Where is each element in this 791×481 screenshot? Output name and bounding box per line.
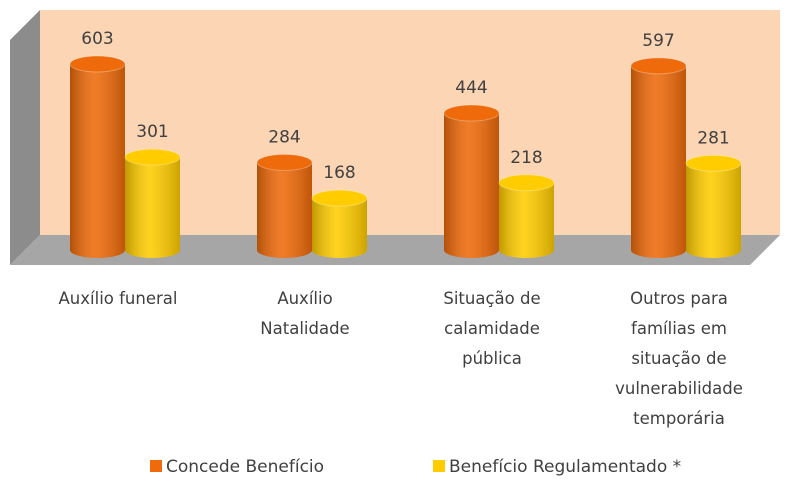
bar-shade — [686, 163, 741, 258]
value-label: 168 — [323, 163, 355, 183]
floor — [10, 235, 780, 265]
bar-top — [124, 148, 181, 166]
bar-top — [256, 153, 313, 171]
bar-top — [498, 174, 555, 192]
x-tick-label: Auxílio funeral — [58, 289, 178, 308]
bar-shade — [312, 198, 367, 258]
value-label: 284 — [268, 127, 300, 147]
bar-shade — [257, 162, 312, 258]
value-label: 218 — [510, 148, 542, 168]
bar-shade — [499, 182, 554, 258]
bar-shade — [444, 113, 499, 259]
value-label: 444 — [455, 78, 487, 98]
legend-swatch — [433, 460, 445, 472]
side-wall — [10, 10, 40, 265]
legend-label: Concede Benefício — [166, 457, 324, 477]
value-label: 597 — [642, 31, 674, 51]
value-label: 603 — [81, 29, 113, 49]
value-label: 301 — [136, 122, 168, 142]
bar-shade — [70, 64, 125, 258]
bar-top — [630, 57, 687, 75]
bar-shade — [125, 157, 180, 258]
bar-top — [685, 154, 742, 172]
x-tick-label: Auxílio Natalidade — [260, 289, 350, 338]
x-tick-label: Situação de calamidade pública — [443, 289, 541, 368]
bar-top — [443, 104, 500, 122]
bar-top — [311, 189, 368, 207]
bar-shade — [631, 65, 686, 259]
legend-swatch — [150, 460, 162, 472]
value-label: 281 — [697, 128, 729, 148]
bar-top — [69, 55, 126, 73]
legend-label: Benefício Regulamentado * — [449, 457, 681, 477]
x-tick-label: Outros para famílias em situação de vuln… — [615, 289, 743, 428]
